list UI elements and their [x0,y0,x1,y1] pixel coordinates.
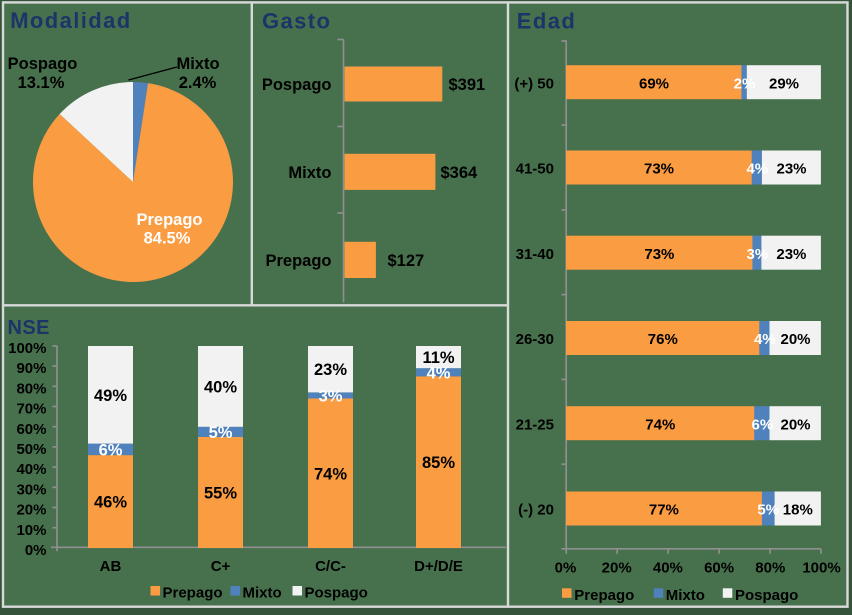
svg-text:31-40: 31-40 [516,246,554,263]
svg-text:69%: 69% [639,75,669,92]
svg-text:Mixto: Mixto [176,55,219,73]
svg-text:AB: AB [100,558,122,575]
svg-text:Prepago: Prepago [163,584,223,601]
svg-text:3%: 3% [319,388,343,406]
svg-text:4%: 4% [427,364,451,382]
svg-text:4%: 4% [746,161,768,178]
svg-text:(-) 20: (-) 20 [518,502,554,519]
svg-text:Prepago: Prepago [574,587,634,604]
svg-text:77%: 77% [649,502,679,519]
svg-text:Prepago: Prepago [265,252,331,270]
svg-text:29%: 29% [769,75,799,92]
svg-text:41-50: 41-50 [516,161,554,178]
svg-text:Mixto: Mixto [243,584,282,601]
svg-text:85%: 85% [422,454,455,472]
svg-text:6%: 6% [99,441,123,459]
svg-text:20%: 20% [780,416,810,433]
svg-text:0%: 0% [25,542,47,559]
svg-text:Pospago: Pospago [8,55,78,73]
svg-text:80%: 80% [755,559,785,576]
svg-text:D+/D/E: D+/D/E [414,558,463,575]
svg-text:$364: $364 [441,164,479,182]
svg-text:73%: 73% [644,161,674,178]
svg-text:73%: 73% [644,246,674,263]
svg-text:Mixto: Mixto [288,164,331,182]
svg-text:49%: 49% [94,387,127,405]
svg-text:100%: 100% [8,340,46,357]
svg-text:20%: 20% [602,559,632,576]
svg-text:18%: 18% [783,502,813,519]
svg-text:76%: 76% [648,331,678,348]
svg-text:Gasto: Gasto [262,9,331,34]
svg-text:74%: 74% [314,465,347,483]
svg-text:60%: 60% [704,559,734,576]
svg-text:4%: 4% [754,331,776,348]
svg-text:20%: 20% [16,502,46,519]
svg-text:70%: 70% [16,401,46,418]
svg-text:C/C-: C/C- [315,558,346,575]
svg-text:NSE: NSE [8,317,50,339]
svg-text:55%: 55% [204,485,237,503]
svg-text:Edad: Edad [517,9,576,34]
svg-text:2.4%: 2.4% [179,74,217,92]
svg-text:13.1%: 13.1% [18,74,65,92]
svg-text:20%: 20% [780,331,810,348]
svg-text:80%: 80% [16,380,46,397]
svg-text:90%: 90% [16,360,46,377]
svg-text:40%: 40% [653,559,683,576]
svg-text:50%: 50% [16,441,46,458]
svg-text:60%: 60% [16,421,46,438]
svg-text:74%: 74% [645,416,675,433]
svg-text:2%: 2% [734,75,756,92]
svg-text:46%: 46% [94,494,127,512]
svg-text:Mixto: Mixto [666,587,705,604]
svg-text:Pospago: Pospago [305,584,368,601]
svg-text:Pospago: Pospago [262,76,332,94]
svg-text:$391: $391 [449,76,486,94]
svg-text:10%: 10% [16,522,46,539]
svg-text:11%: 11% [422,349,454,367]
svg-text:100%: 100% [802,559,840,576]
svg-text:(+) 50: (+) 50 [514,75,554,92]
svg-text:3%: 3% [747,246,769,263]
svg-text:6%: 6% [752,416,774,433]
svg-text:40%: 40% [16,461,46,478]
svg-text:23%: 23% [776,246,806,263]
svg-text:0%: 0% [555,559,577,576]
svg-text:5%: 5% [757,502,779,519]
svg-text:Prepago: Prepago [136,211,202,229]
svg-text:C+: C+ [211,558,231,575]
svg-text:23%: 23% [314,361,347,379]
svg-text:Modalidad: Modalidad [10,8,131,33]
svg-text:84.5%: 84.5% [144,230,191,248]
svg-text:5%: 5% [209,424,233,442]
svg-text:30%: 30% [16,481,46,498]
svg-text:21-25: 21-25 [516,416,554,433]
svg-text:$127: $127 [388,252,425,270]
svg-text:Pospago: Pospago [735,587,798,604]
svg-text:23%: 23% [776,161,806,178]
svg-text:26-30: 26-30 [516,331,554,348]
svg-text:40%: 40% [204,378,237,396]
